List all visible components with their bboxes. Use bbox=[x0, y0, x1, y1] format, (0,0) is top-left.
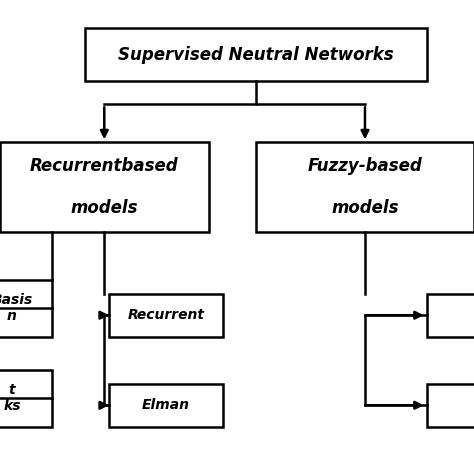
FancyBboxPatch shape bbox=[427, 294, 474, 337]
FancyBboxPatch shape bbox=[427, 384, 474, 427]
Text: Supervised Neutral Networks: Supervised Neutral Networks bbox=[118, 46, 394, 64]
Text: Basis
n: Basis n bbox=[0, 293, 33, 323]
FancyBboxPatch shape bbox=[109, 384, 223, 427]
FancyBboxPatch shape bbox=[0, 280, 52, 337]
Text: t
ks: t ks bbox=[3, 383, 20, 413]
Text: Recurrentbased

models: Recurrentbased models bbox=[30, 157, 179, 217]
FancyBboxPatch shape bbox=[85, 28, 427, 81]
FancyBboxPatch shape bbox=[0, 370, 52, 427]
FancyBboxPatch shape bbox=[0, 142, 209, 232]
Text: Elman: Elman bbox=[142, 398, 190, 412]
FancyBboxPatch shape bbox=[109, 294, 223, 337]
Text: Recurrent: Recurrent bbox=[128, 308, 204, 322]
Text: Fuzzy-based

models: Fuzzy-based models bbox=[308, 157, 422, 217]
FancyBboxPatch shape bbox=[256, 142, 474, 232]
